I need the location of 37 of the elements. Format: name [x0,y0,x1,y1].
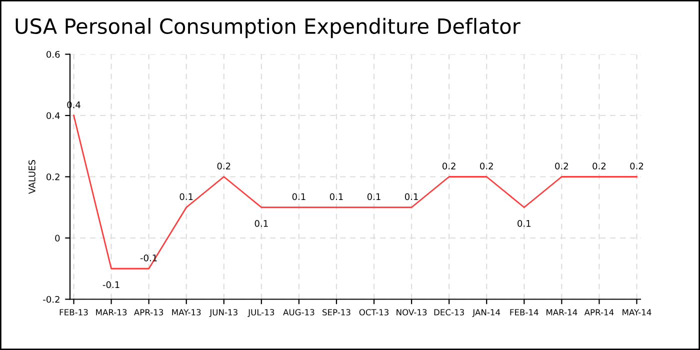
x-tick-label: MAY-14 [622,309,652,316]
data-label: 0.2 [592,162,606,170]
data-label: 0.2 [555,162,568,170]
y-tick-label: 0.6 [46,50,60,58]
x-tick-label: MAR-13 [96,309,127,316]
x-tick-label: APR-14 [584,309,614,316]
data-label: 0.1 [404,193,418,200]
y-tick-label: -0.2 [43,296,60,303]
chart-title: USA Personal Consumption Expenditure Deflator [16,18,520,38]
data-label: 0.1 [330,193,343,200]
x-tick-label: AUG-13 [283,309,314,316]
x-tick-label: FEB-13 [60,309,88,316]
y-axis-title: VALUES [28,160,36,194]
data-label: 0.2 [217,162,230,170]
data-label: 0.1 [254,220,268,227]
data-label: 0.2 [630,162,644,170]
x-tick-label: APR-13 [134,309,164,316]
x-tick-label: OCT-13 [359,309,389,316]
y-tick-label: 0.2 [46,173,60,180]
data-label: 0.1 [180,193,193,200]
x-tick-label: DEC-13 [434,309,464,316]
data-label: 0.1 [367,193,380,200]
y-tick-label: 0 [55,234,60,242]
x-tick-label: FEB-14 [510,309,538,316]
data-label: -0.1 [102,281,120,288]
x-tick-label: JAN-14 [472,309,500,317]
data-label: 0.1 [518,220,530,227]
x-tick-label: JUN-13 [209,309,238,317]
x-tick-label: MAR-14 [546,309,578,316]
data-label: 0.2 [442,162,456,170]
x-tick-label: MAY-13 [172,309,201,316]
x-tick-label: NOV-13 [396,309,427,316]
data-label: 0.2 [480,162,493,170]
data-label: 0.1 [292,193,306,200]
y-tick-label: 0.4 [46,112,60,120]
x-tick-label: JUL-13 [248,309,274,317]
x-tick-label: SEP-13 [322,309,350,316]
